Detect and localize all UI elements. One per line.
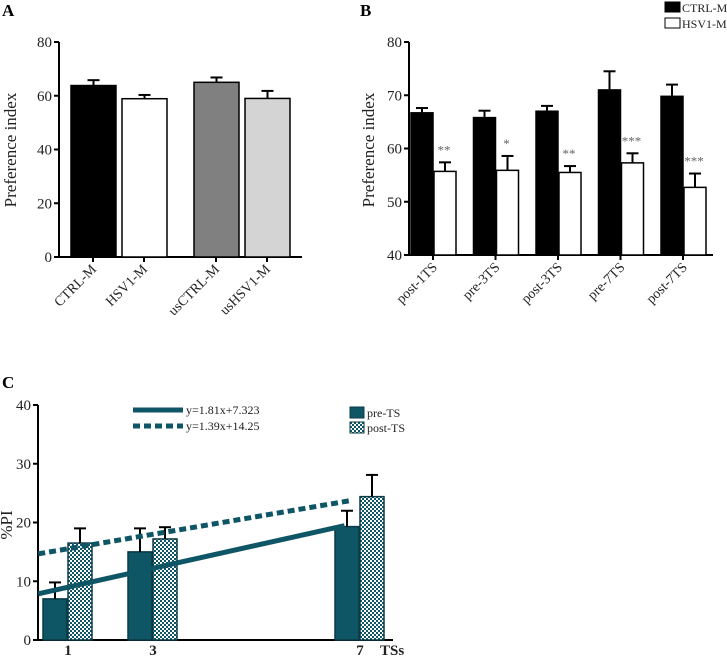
y-tick-label: 40: [387, 248, 402, 264]
bar-ctrl-m-post-1TS: [410, 112, 434, 256]
bar-pre-ts-7: [334, 525, 360, 641]
x-tick-label: pre-3TS: [460, 260, 503, 303]
trendline-dashed: [37, 498, 351, 557]
x-tick-label: HSV1-M: [103, 262, 151, 310]
legend-label: post-TS: [367, 421, 405, 435]
y-tick-label: 80: [37, 35, 52, 51]
x-tick-label: usHSV1-M: [218, 262, 275, 319]
x-axis-label: TSs: [380, 643, 404, 658]
panel-label-b: B: [360, 1, 371, 20]
x-tick-label: 7: [356, 643, 364, 658]
y-tick-label: 20: [37, 196, 52, 212]
panel-label-a: A: [2, 1, 15, 20]
legend-swatch-ctrl-m: [664, 1, 681, 13]
significance-marker: *: [503, 136, 510, 151]
significance-marker: ***: [622, 133, 642, 148]
legend-swatch-pre-ts: [349, 406, 365, 419]
bar-post-ts-7: [359, 495, 385, 641]
bar-post-ts-1: [67, 542, 93, 641]
chart-b: 40 50 60 70 80 Preference index ** post-1TS * pre…: [359, 1, 727, 307]
panel-label-c: C: [2, 373, 14, 392]
bar-ctrl-m-pre-7TS: [597, 89, 622, 256]
bar-post-ts-3: [152, 538, 178, 641]
significance-marker: **: [563, 146, 576, 161]
y-tick-label: 30: [16, 457, 31, 473]
x-tick-label: post-1TS: [394, 260, 441, 307]
bar-hsv1-m-post-1TS: [433, 170, 457, 256]
y-tick-label: 40: [16, 398, 31, 414]
y-tick-label: 0: [24, 633, 32, 649]
bar-usctrl-m: [193, 81, 240, 258]
bar-ctrl-m: [70, 84, 117, 258]
x-tick-label: usCTRL-M: [166, 262, 223, 319]
significance-marker: ***: [684, 154, 704, 169]
x-tick-label: 3: [149, 643, 157, 658]
y-tick-label: 20: [16, 516, 31, 532]
bar-ctrl-m-post-7TS: [660, 95, 684, 256]
y-tick-label: 60: [387, 142, 402, 158]
trendline-equation: y=1.39x+14.25: [186, 419, 260, 433]
bar-hsv1-m-post-3TS: [558, 171, 582, 256]
bar-ctrl-m-post-3TS: [535, 110, 559, 256]
legend-swatch-post-ts: [349, 421, 365, 434]
x-tick-label: pre-7TS: [585, 260, 628, 303]
bar-hsv1-m: [121, 97, 168, 258]
chart-a: 0 20 40 60 80 Preference index CTRL-M HSV1-M usC…: [1, 35, 302, 319]
legend-label: CTRL-M: [682, 1, 727, 15]
y-axis-label: Preference index: [359, 92, 378, 207]
y-axis-label: %PI: [0, 510, 16, 540]
legend-label: pre-TS: [367, 406, 400, 420]
y-tick-label: 50: [387, 195, 402, 211]
y-tick-label: 40: [37, 143, 52, 159]
trendline-equation: y=1.81x+7.323: [186, 403, 260, 417]
y-tick-label: 70: [387, 88, 402, 104]
y-tick-label: 0: [45, 250, 53, 266]
legend-swatch-hsv1-m: [664, 17, 681, 29]
x-tick-label: 1: [64, 643, 72, 658]
y-tick-label: 60: [37, 89, 52, 105]
x-tick-label: CTRL-M: [52, 262, 100, 310]
significance-marker: **: [438, 142, 451, 157]
bar-ctrl-m-pre-3TS: [472, 116, 497, 256]
legend-label: HSV1-M: [682, 17, 727, 31]
trendline-solid: [37, 523, 346, 597]
y-tick-label: 80: [387, 35, 402, 51]
bar-hsv1-m-pre-3TS: [495, 169, 520, 256]
bar-pre-ts-3: [127, 551, 153, 641]
bar-ushsv1-m: [244, 97, 291, 258]
x-tick-label: post-3TS: [519, 260, 566, 307]
bar-hsv1-m-pre-7TS: [620, 162, 645, 256]
x-tick-label: post-7TS: [644, 260, 691, 307]
chart-c: 0 10 20 30 40 %PI 1 3 7 TSs y=1.81x+7.323 y=1.39x+1…: [0, 398, 405, 658]
y-axis-label: Preference index: [1, 92, 20, 207]
bar-hsv1-m-post-7TS: [683, 186, 707, 256]
y-tick-label: 10: [16, 574, 31, 590]
bar-pre-ts-1: [42, 598, 68, 641]
